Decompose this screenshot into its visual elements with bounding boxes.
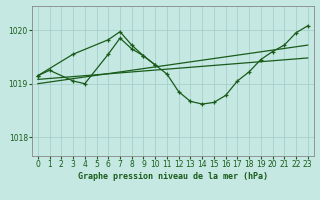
- X-axis label: Graphe pression niveau de la mer (hPa): Graphe pression niveau de la mer (hPa): [78, 172, 268, 181]
